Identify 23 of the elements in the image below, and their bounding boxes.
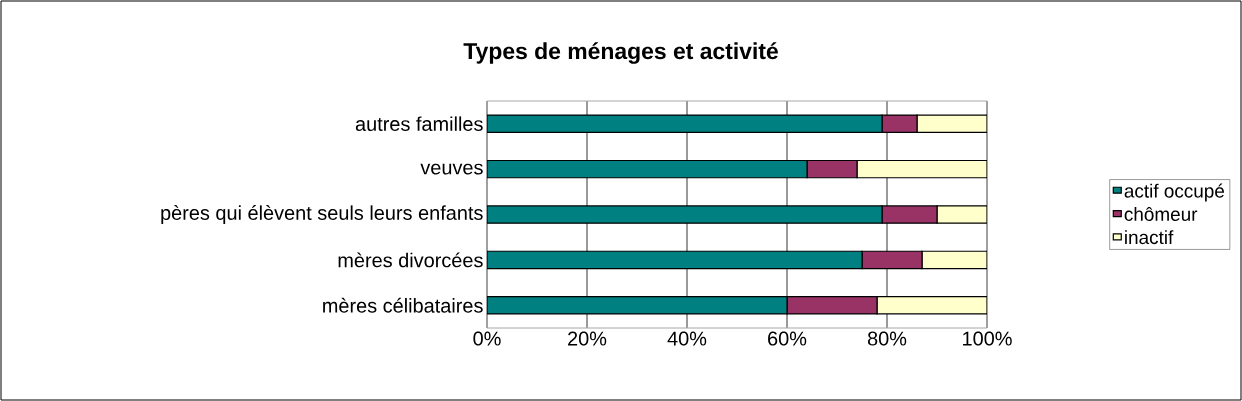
bar bbox=[487, 114, 883, 133]
bar bbox=[876, 296, 988, 315]
x-tick-label: 100% bbox=[963, 331, 1012, 346]
bar bbox=[487, 159, 808, 179]
bar bbox=[487, 296, 788, 315]
y-tick-label: mères divorcées bbox=[338, 252, 483, 268]
bar bbox=[487, 250, 863, 270]
chart-title: Types de ménages et activité bbox=[463, 42, 778, 64]
y-tick-label: veuves bbox=[420, 163, 483, 175]
bar bbox=[856, 159, 988, 179]
bar bbox=[916, 114, 988, 133]
y-tick-label: autres familles bbox=[355, 116, 483, 132]
x-tick-label: 0% bbox=[473, 331, 501, 346]
x-tick-label: 60% bbox=[768, 331, 807, 346]
legend-label: inactif bbox=[1125, 230, 1174, 245]
x-tick-label: 20% bbox=[568, 331, 607, 346]
x-tick-label: 80% bbox=[867, 331, 907, 346]
bar bbox=[921, 250, 988, 270]
legend-label: actif occupé bbox=[1124, 183, 1225, 202]
y-tick-label: pères qui élèvent seuls leurs enfants bbox=[161, 205, 483, 224]
x-tick-label: 40% bbox=[667, 331, 707, 346]
y-tick-label: mères célibataires bbox=[323, 297, 483, 313]
legend-label: chômeur bbox=[1124, 206, 1198, 221]
